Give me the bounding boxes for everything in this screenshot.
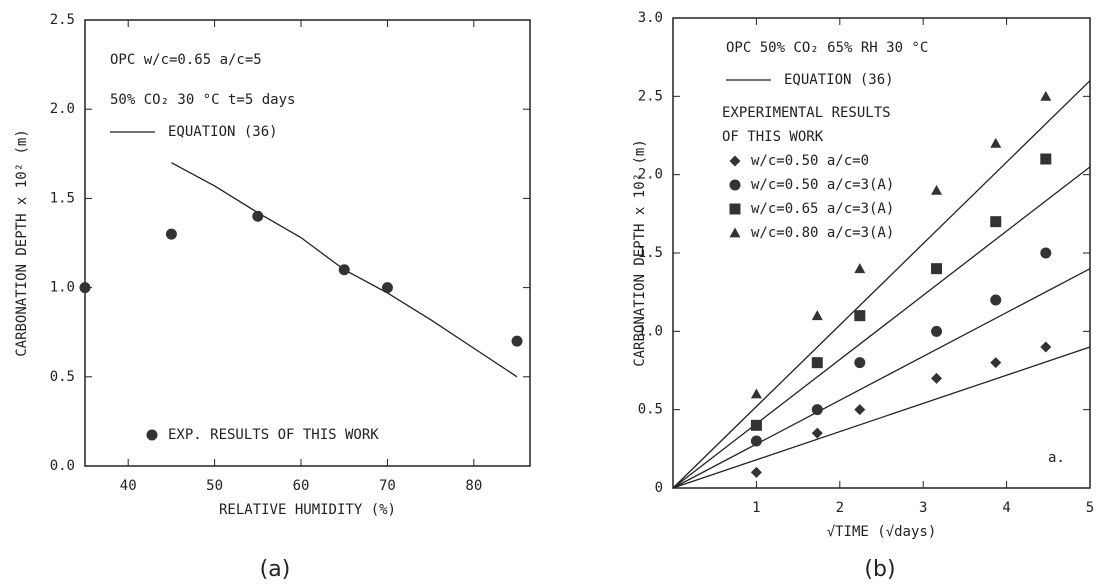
marker (854, 357, 866, 369)
marker (990, 294, 1002, 306)
x-tick-label: 3 (919, 500, 927, 516)
marker (854, 404, 866, 416)
x-tick-label: 70 (379, 478, 396, 494)
marker (1040, 247, 1052, 259)
marker (511, 335, 523, 347)
x-axis-label: RELATIVE HUMIDITY (%) (219, 502, 396, 518)
legend-label: w/c=0.50 a/c=0 (751, 153, 869, 169)
y-tick-label: 0.5 (638, 402, 663, 418)
y-tick-label: 1.0 (638, 323, 663, 339)
x-tick-label: 40 (120, 478, 137, 494)
fit-line (672, 346, 1091, 489)
annotation: OPC 50% CO₂ 65% RH 30 °C (726, 40, 928, 56)
marker (146, 429, 158, 441)
annotation: a. (1048, 450, 1065, 466)
annotation: 50% CO₂ 30 °C t=5 days (110, 92, 295, 108)
legend-label: w/c=0.80 a/c=3(A) (751, 225, 894, 241)
legend-title: EXPERIMENTAL RESULTS (722, 105, 891, 121)
fit-line (672, 166, 1091, 489)
marker (750, 419, 762, 431)
y-tick-label: 2.5 (50, 12, 75, 28)
marker (990, 137, 1002, 148)
y-tick-label: 0 (655, 480, 663, 496)
marker (931, 184, 943, 195)
y-axis-label: CARBONATION DEPTH x 10² (m) (632, 139, 648, 367)
marker (990, 357, 1002, 369)
marker (931, 325, 943, 337)
marker (1040, 153, 1052, 165)
y-tick-label: 0.5 (50, 369, 75, 385)
marker (252, 210, 264, 222)
caption: (a) (260, 557, 291, 582)
x-axis-label: √TIME (√days) (827, 524, 937, 540)
legend-label: EQUATION (36) (168, 124, 278, 140)
plot-frame (84, 19, 531, 467)
marker (729, 179, 741, 191)
legend-label: EQUATION (36) (784, 72, 894, 88)
y-axis-label: CARBONATION DEPTH x 10² (m) (14, 129, 30, 357)
x-tick-label: 5 (1086, 500, 1094, 516)
y-tick-label: 2.5 (638, 88, 663, 104)
marker (729, 155, 741, 167)
marker (931, 263, 943, 275)
y-tick-label: 2.0 (638, 167, 663, 183)
y-tick-label: 2.0 (50, 101, 75, 117)
y-tick-label: 1.5 (638, 245, 663, 261)
marker (931, 372, 943, 384)
y-tick-label: 1.0 (50, 280, 75, 296)
fit-line (672, 80, 1091, 489)
x-tick-label: 60 (293, 478, 310, 494)
marker (854, 263, 866, 274)
marker (750, 388, 762, 399)
marker (165, 228, 177, 240)
marker (811, 310, 823, 321)
annotation: OPC w/c=0.65 a/c=5 (110, 52, 262, 68)
marker (990, 216, 1002, 228)
marker (854, 310, 866, 322)
y-tick-label: 3.0 (638, 10, 663, 26)
x-tick-label: 50 (206, 478, 223, 494)
marker (79, 282, 91, 294)
marker (750, 435, 762, 447)
marker (750, 466, 762, 478)
marker (811, 357, 823, 369)
marker (729, 227, 741, 238)
fit-line (672, 268, 1091, 489)
legend-label: w/c=0.50 a/c=3(A) (751, 177, 894, 193)
marker (811, 427, 823, 439)
legend-label: w/c=0.65 a/c=3(A) (751, 201, 894, 217)
marker (811, 404, 823, 416)
legend-label: EXP. RESULTS OF THIS WORK (168, 427, 379, 443)
marker (338, 264, 350, 276)
marker (729, 203, 741, 215)
marker (1040, 341, 1052, 353)
x-tick-label: 1 (752, 500, 760, 516)
y-tick-label: 0.0 (50, 458, 75, 474)
x-tick-label: 4 (1002, 500, 1010, 516)
marker (1040, 90, 1052, 101)
caption: (b) (864, 557, 895, 582)
marker (381, 282, 393, 294)
x-tick-label: 2 (836, 500, 844, 516)
x-tick-label: 80 (465, 478, 482, 494)
legend-title: OF THIS WORK (722, 129, 824, 145)
y-tick-label: 1.5 (50, 190, 75, 206)
